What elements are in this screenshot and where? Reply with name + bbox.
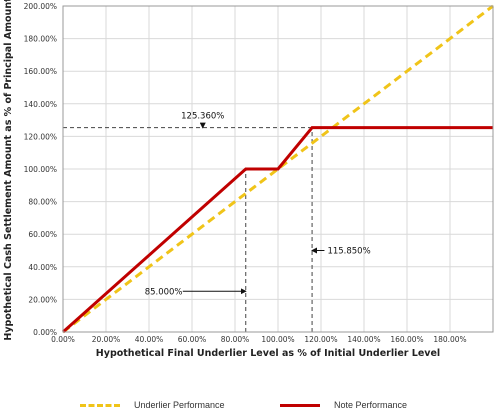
legend-label-note: Note Performance xyxy=(334,400,408,410)
y-axis-title: Hypothetical Cash Settlement Amount as %… xyxy=(3,0,14,341)
x-tick-label-7: 140.00% xyxy=(347,335,380,344)
x-tick-label-4: 80.00% xyxy=(221,335,250,344)
legend: Underlier Performance Note Performance xyxy=(0,400,498,417)
series-line-underlier xyxy=(62,4,494,334)
annotation-label-1: 85.000% xyxy=(145,287,183,297)
x-tick-label-2: 40.00% xyxy=(135,335,164,344)
tick-labels: 0.00% 20.00% 40.00% 60.00% 80.00% 100.00% 120.… xyxy=(24,2,467,344)
y-tick-label-10: 200.00% xyxy=(24,2,57,11)
y-tick-label-6: 120.00% xyxy=(24,132,57,141)
x-tick-label-8: 160.00% xyxy=(390,335,423,344)
legend-item-underlier: Underlier Performance xyxy=(80,400,225,410)
y-tick-label-0: 0.00% xyxy=(33,328,57,337)
y-tick-label-8: 160.00% xyxy=(24,67,57,76)
x-axis-title: Hypothetical Final Underlier Level as % … xyxy=(96,348,440,359)
x-tick-label-1: 20.00% xyxy=(92,335,121,344)
x-tick-label-6: 120.00% xyxy=(304,335,337,344)
y-tick-label-3: 60.00% xyxy=(28,230,57,239)
x-tick-label-3: 60.00% xyxy=(178,335,207,344)
series-line-note xyxy=(62,126,493,334)
annotation-label-0: 125.360% xyxy=(181,111,224,121)
y-tick-label-4: 80.00% xyxy=(28,198,57,207)
y-tick-label-9: 180.00% xyxy=(24,35,57,44)
x-tick-label-9: 180.00% xyxy=(433,335,466,344)
annotation-label-2: 115.850% xyxy=(327,247,370,257)
annotations: 125.360% 85.000% 115.850% xyxy=(145,111,371,297)
legend-item-note: Note Performance xyxy=(280,400,407,410)
x-tick-label-5: 100.00% xyxy=(261,335,294,344)
y-tick-label-2: 40.00% xyxy=(28,263,57,272)
y-tick-label-5: 100.00% xyxy=(24,165,57,174)
series-lines xyxy=(62,4,494,334)
x-tick-label-0: 0.00% xyxy=(51,335,75,344)
plot-frame xyxy=(62,5,494,333)
y-tick-label-7: 140.00% xyxy=(24,100,57,109)
reference-lines xyxy=(63,127,313,332)
legend-label-underlier: Underlier Performance xyxy=(134,400,225,410)
y-tick-label-1: 20.00% xyxy=(28,295,57,304)
payoff-chart: 0.00% 20.00% 40.00% 60.00% 80.00% 100.00% 120.… xyxy=(3,0,494,359)
legend-swatch-underlier xyxy=(80,403,120,407)
legend-swatch-note xyxy=(280,403,320,407)
